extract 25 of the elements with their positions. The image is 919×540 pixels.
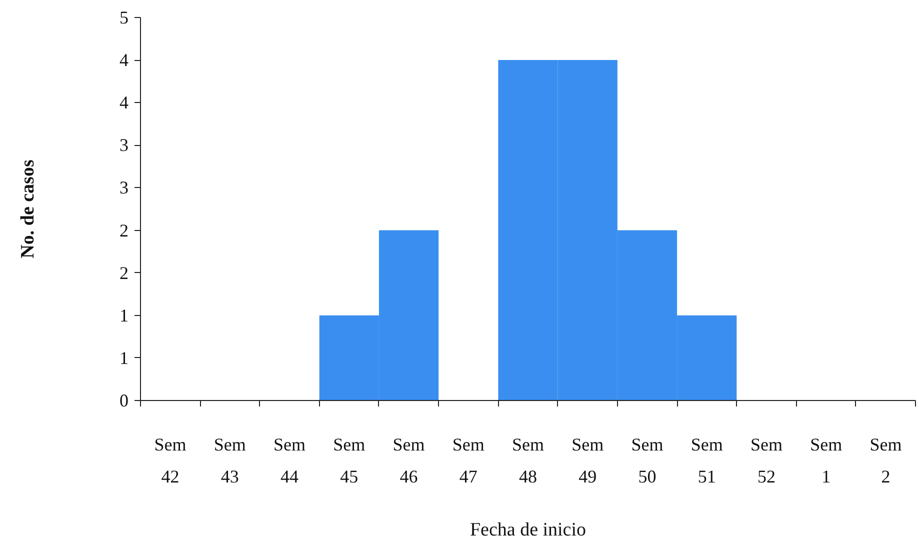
x-tick-label: Sem 50 <box>631 434 664 486</box>
y-tick-label: 4 <box>120 92 128 113</box>
y-tick-label: 3 <box>120 178 128 198</box>
y-tick-label: 1 <box>120 305 128 326</box>
y-tick-label: 4 <box>120 50 128 70</box>
y-tick-label: 0 <box>120 390 128 410</box>
x-tick-label: Sem 2 <box>870 434 902 486</box>
x-tick-label: Sem 1 <box>810 434 842 486</box>
x-tick-label: Sem 47 <box>452 434 484 486</box>
x-tick-label: Sem 48 <box>512 434 544 486</box>
x-tick-label: Sem 51 <box>690 434 723 486</box>
y-tick-label: 3 <box>120 135 128 156</box>
x-tick-label: Sem 52 <box>750 434 782 486</box>
y-tick-label: 2 <box>120 262 128 283</box>
y-tick-label: 1 <box>120 348 128 368</box>
x-tick-label: Sem 44 <box>274 434 306 486</box>
x-tick-label: Sem 46 <box>392 434 425 486</box>
y-axis-title: No. de casos <box>18 160 38 258</box>
x-tick-label: Sem 42 <box>154 434 186 486</box>
y-tick-label: 5 <box>120 8 128 28</box>
x-tick-label: Sem 45 <box>333 434 366 486</box>
x-axis-title: Fecha de inicio <box>470 520 586 540</box>
x-tick-label: Sem 43 <box>214 434 246 486</box>
x-tick-label: Sem 49 <box>572 434 604 486</box>
y-tick-label: 2 <box>120 220 128 240</box>
